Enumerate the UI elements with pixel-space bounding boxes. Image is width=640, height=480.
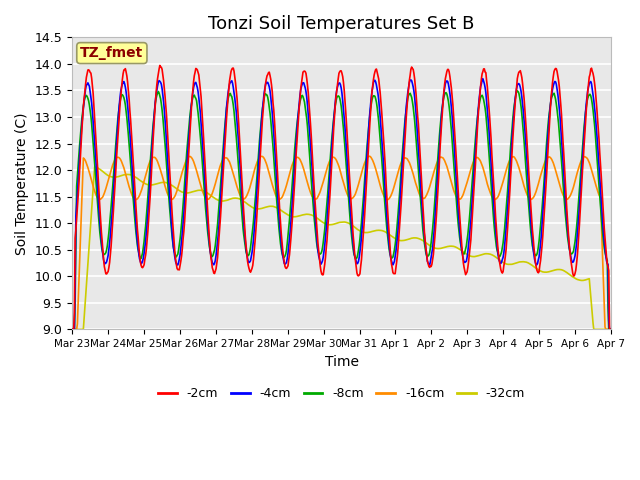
Legend: -2cm, -4cm, -8cm, -16cm, -32cm: -2cm, -4cm, -8cm, -16cm, -32cm	[153, 382, 530, 405]
-16cm	[366, 154, 374, 159]
Line: -4cm: -4cm	[72, 79, 611, 329]
-2cm	[424, 258, 431, 264]
-32cm	[78, 326, 86, 332]
Line: -32cm: -32cm	[72, 167, 611, 329]
-4cm	[134, 238, 141, 244]
-16cm	[217, 162, 225, 168]
Y-axis label: Soil Temperature (C): Soil Temperature (C)	[15, 112, 29, 254]
-4cm	[479, 76, 486, 82]
-32cm	[218, 198, 225, 204]
-8cm	[513, 88, 521, 94]
-32cm	[189, 189, 196, 194]
-32cm	[68, 326, 76, 332]
-32cm	[607, 326, 615, 332]
-32cm	[408, 235, 415, 241]
-8cm	[407, 93, 415, 98]
-4cm	[423, 253, 431, 259]
Line: -8cm: -8cm	[72, 91, 611, 329]
-16cm	[408, 166, 415, 172]
-2cm	[408, 64, 415, 70]
-2cm	[156, 62, 164, 68]
-16cm	[424, 190, 431, 196]
-8cm	[68, 326, 76, 332]
-4cm	[217, 199, 225, 204]
-8cm	[607, 326, 615, 332]
-8cm	[188, 98, 196, 104]
-4cm	[68, 326, 76, 332]
-4cm	[607, 326, 615, 332]
-32cm	[134, 176, 142, 182]
-16cm	[188, 156, 196, 161]
-2cm	[607, 326, 615, 332]
-8cm	[217, 182, 225, 188]
X-axis label: Time: Time	[324, 355, 358, 369]
-2cm	[189, 88, 196, 94]
Line: -16cm: -16cm	[72, 156, 611, 329]
Line: -2cm: -2cm	[72, 65, 611, 329]
-2cm	[78, 127, 86, 132]
-16cm	[607, 326, 615, 332]
-4cm	[407, 77, 415, 83]
-4cm	[188, 96, 196, 102]
-32cm	[424, 241, 431, 247]
-16cm	[68, 326, 76, 332]
-16cm	[78, 195, 86, 201]
-8cm	[78, 116, 86, 121]
-8cm	[134, 242, 141, 248]
-8cm	[423, 252, 431, 258]
-4cm	[78, 122, 86, 128]
Text: TZ_fmet: TZ_fmet	[80, 46, 143, 60]
-2cm	[218, 201, 225, 206]
Title: Tonzi Soil Temperatures Set B: Tonzi Soil Temperatures Set B	[209, 15, 475, 33]
-2cm	[134, 226, 141, 232]
-2cm	[68, 326, 76, 332]
-32cm	[91, 164, 99, 169]
-16cm	[134, 196, 141, 202]
